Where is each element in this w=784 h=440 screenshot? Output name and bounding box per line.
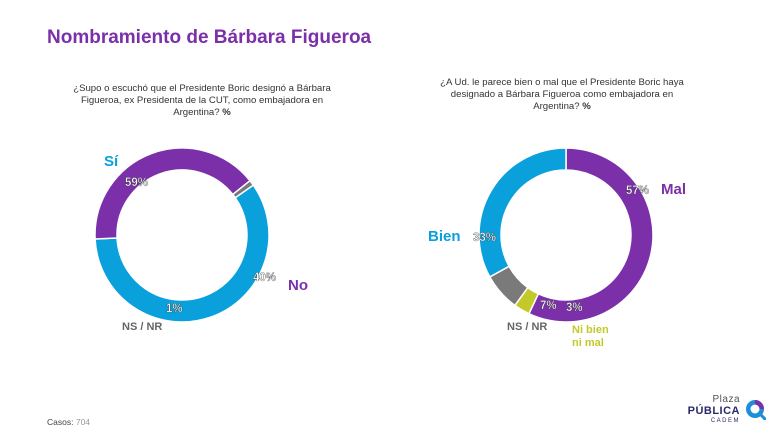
donut-2-category-label-4: Bien — [428, 228, 461, 245]
plaza-publica-logo-icon — [746, 400, 766, 420]
donut-2-value-label-2: 3% — [566, 302, 583, 314]
plaza-publica-logo: Plaza PÚBLICA CADEM — [686, 394, 770, 430]
donut-2-category-label-1: Mal — [661, 181, 686, 198]
donut-2-value-label-1: 57% — [626, 185, 649, 197]
donut-1-slice-1 — [94, 184, 270, 323]
donut-2-value-label-4: 33% — [473, 232, 496, 244]
cases-label: Casos: — [47, 417, 74, 427]
donut-2-slice-4 — [478, 147, 567, 278]
question-1-text: ¿Supo o escuchó que el Presidente Boric … — [73, 83, 331, 118]
question-2: ¿A Ud. le parece bien o mal que el Presi… — [432, 77, 692, 113]
question-2-unit: % — [582, 101, 591, 112]
cases-footer: Casos: 704 — [47, 417, 90, 427]
question-2-text: ¿A Ud. le parece bien o mal que el Presi… — [440, 77, 684, 112]
donut-2-slice-1 — [527, 147, 654, 323]
donut-2-category-label-3: NS / NR — [507, 321, 547, 333]
question-1-unit: % — [222, 107, 231, 118]
donut-1-value-label-1: 59% — [125, 177, 148, 189]
donut-1-value-label-2: 40% — [253, 272, 276, 284]
donut-1-slice-3 — [231, 179, 255, 199]
donut-2-category-label-2: Ni bien ni mal — [572, 324, 609, 349]
question-1: ¿Supo o escuchó que el Presidente Boric … — [72, 83, 332, 119]
page-title: Nombramiento de Bárbara Figueroa — [47, 27, 372, 48]
donut-2-value-label-3: 7% — [540, 300, 557, 312]
logo-line-1: Plaza — [712, 394, 740, 405]
cases-value: 704 — [75, 417, 91, 427]
donut-1-category-label-2: No — [288, 277, 308, 294]
donut-1-category-label-1: Sí — [104, 153, 119, 170]
donut-1-category-label-3: NS / NR — [122, 321, 162, 333]
donut-1-slice-2 — [94, 147, 252, 240]
logo-line-2: PÚBLICA — [687, 405, 740, 417]
logo-line-3: CADEM — [710, 418, 740, 424]
donut-1-value-label-3: 1% — [166, 303, 183, 315]
